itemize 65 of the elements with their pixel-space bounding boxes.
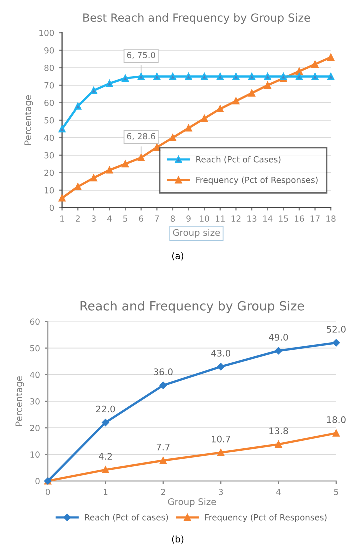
y-tick-label: 30 <box>30 398 40 405</box>
legend-label: Frequency (Pct of Responses) <box>196 176 318 185</box>
x-tick-label: 18 <box>326 216 336 222</box>
y-tick-label: 40 <box>44 134 54 142</box>
x-tick-label: 15 <box>279 216 288 222</box>
y-axis-title: Percentage <box>16 376 24 426</box>
x-tick-label: 8 <box>170 216 176 222</box>
x-tick-label: 2 <box>161 489 166 496</box>
x-axis-title: Group size <box>173 229 220 238</box>
y-tick-label: 100 <box>40 30 54 36</box>
data-label: 7.7 <box>156 444 170 451</box>
y-tick-label: 20 <box>30 425 40 432</box>
data-label: 43.0 <box>211 350 231 357</box>
data-label: 22.0 <box>96 406 116 413</box>
x-tick-label: 12 <box>232 216 241 222</box>
x-tick-label: 2 <box>76 216 80 222</box>
y-tick-label: 60 <box>44 100 54 106</box>
x-tick-label: 3 <box>92 216 96 222</box>
data-label: 4.2 <box>98 453 112 460</box>
y-tick-label: 20 <box>44 170 54 176</box>
x-tick-label: 9 <box>186 216 191 222</box>
legend-label: Reach (Pct of cases) <box>85 514 168 522</box>
legend-label: Frequency (Pct of Responses) <box>206 514 327 522</box>
legend-label: Reach (Pct of Cases) <box>196 156 281 164</box>
y-tick-label: 40 <box>30 372 40 378</box>
y-tick-label: 50 <box>30 345 40 352</box>
data-label: 13.8 <box>270 428 288 434</box>
x-tick-label: 1 <box>60 216 64 222</box>
x-tick-label: 3 <box>219 489 224 496</box>
y-tick-label: 30 <box>44 152 54 159</box>
y-tick-label: 50 <box>44 117 54 124</box>
y-tick-label: 90 <box>44 47 54 54</box>
x-tick-label: 4 <box>276 489 281 496</box>
x-tick-label: 4 <box>107 216 112 222</box>
data-label: 18.0 <box>327 416 346 424</box>
y-tick-label: 0 <box>36 478 40 485</box>
text: (a) <box>172 252 184 261</box>
annotation: 6, 28.6 <box>127 133 156 140</box>
x-tick-label: 5 <box>124 216 128 222</box>
y-tick-label: 70 <box>44 82 54 89</box>
y-axis-title: Percentage <box>24 96 34 145</box>
x-tick-label: 16 <box>295 216 304 222</box>
y-tick-label: 10 <box>44 187 54 194</box>
y-tick-label: 0 <box>50 204 54 212</box>
x-tick-label: 6 <box>139 216 144 222</box>
y-tick-label: 80 <box>44 64 54 72</box>
text: (b) <box>172 536 184 544</box>
chart-title: Best Reach and Frequency by Group Size <box>84 13 310 24</box>
chart-title: Reach and Frequency by Group Size <box>80 301 304 314</box>
y-tick-label: 10 <box>30 452 40 458</box>
x-tick-label: 11 <box>216 216 225 222</box>
annotation: 6, 75.0 <box>127 52 156 60</box>
x-tick-label: 5 <box>334 489 338 496</box>
x-tick-label: 13 <box>248 216 257 222</box>
data-label: 36.0 <box>154 368 173 376</box>
x-tick-label: 1 <box>104 489 108 496</box>
x-tick-label: 14 <box>263 216 273 222</box>
x-tick-label: 7 <box>155 216 160 222</box>
y-tick-label: 60 <box>30 318 40 326</box>
data-label: 52.0 <box>327 326 346 333</box>
data-label: 49.0 <box>269 334 288 341</box>
x-axis-title: Group Size <box>168 498 216 508</box>
data-label: 10.7 <box>212 436 230 443</box>
x-tick-label: 10 <box>200 216 210 222</box>
x-tick-label: 17 <box>310 216 320 222</box>
